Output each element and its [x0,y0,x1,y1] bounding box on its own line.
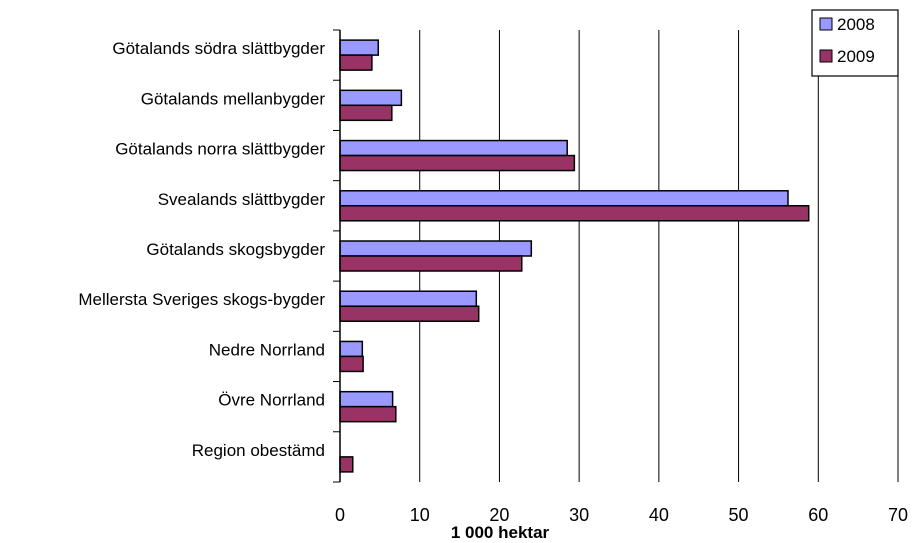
bar-2009 [339,54,373,71]
bar-2008 [339,190,789,207]
legend-label: 2008 [837,15,875,34]
bar-2008 [339,290,478,307]
bar-2009 [339,456,354,473]
bar-2009 [339,104,393,122]
bar-2009 [339,405,397,423]
legend-label: 2009 [837,47,875,66]
axes [333,29,341,483]
x-tick-label: 50 [729,505,749,525]
x-axis-label: 1 000 hektar [451,523,550,542]
category-label: Mellersta Sveriges skogs-bygder [78,290,325,309]
x-tick-label: 40 [649,505,669,525]
category-label: Götalands södra slättbygder [112,39,325,58]
category-labels: Götalands södra slättbygder Götalands mel… [78,39,325,460]
category-label: Götalands norra slättbygder [115,140,325,159]
x-tick-label: 0 [335,505,345,525]
legend-swatch-2008 [819,17,833,31]
category-label: Götalands mellanbygder [141,89,326,108]
bar-2009 [339,255,523,272]
legend: 2008 2009 [811,9,899,77]
category-label: Region obestämd [192,441,325,460]
x-tick-label: 30 [569,505,589,525]
bar-2008 [339,89,403,107]
bar-2008 [339,240,533,257]
x-tick-labels: 0 10 20 30 40 50 60 70 [335,505,908,525]
category-label: Götalands skogsbygder [146,240,325,259]
category-label: Nedre Norrland [209,340,325,359]
bar-2008 [339,390,394,408]
x-tick-label: 20 [489,505,509,525]
category-label: Svealands slättbygder [158,190,326,209]
bar-2009 [339,305,480,322]
x-tick-label: 70 [888,505,908,525]
bar-2009 [339,154,576,172]
x-tick-label: 60 [808,505,828,525]
bar-2009 [339,205,810,222]
bar-2008 [339,340,364,358]
bar-2008 [339,139,568,157]
bar-2008 [339,39,380,56]
bars [339,39,810,473]
bar-2009 [339,355,364,373]
legend-swatch-2009 [819,49,833,63]
x-tick-label: 10 [410,505,430,525]
category-label: Övre Norrland [218,391,325,410]
